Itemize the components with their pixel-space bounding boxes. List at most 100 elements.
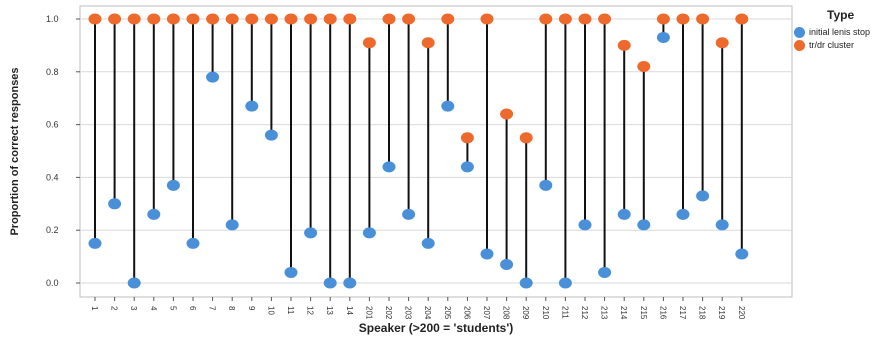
point-tr-dr-cluster	[480, 13, 494, 25]
point-tr-dr-cluster	[441, 13, 455, 25]
x-tick-label: 210	[541, 306, 550, 320]
point-tr-dr-cluster	[519, 132, 533, 144]
point-tr-dr-cluster	[696, 13, 710, 25]
x-tick-label: 217	[678, 306, 687, 320]
x-tick-label: 205	[443, 306, 452, 320]
point-tr-dr-cluster	[735, 13, 749, 25]
x-tick-label: 216	[658, 306, 667, 320]
point-initial-lenis-stop	[558, 277, 572, 289]
point-tr-dr-cluster	[637, 61, 651, 73]
y-tick-label: 0.6	[46, 120, 59, 130]
point-tr-dr-cluster	[578, 13, 592, 25]
point-tr-dr-cluster	[245, 13, 259, 25]
point-tr-dr-cluster	[206, 13, 220, 25]
point-initial-lenis-stop	[598, 266, 612, 278]
point-initial-lenis-stop	[617, 208, 631, 220]
point-tr-dr-cluster	[88, 13, 102, 25]
x-tick-label: 1	[90, 306, 99, 311]
legend-title: Type	[827, 8, 855, 22]
point-tr-dr-cluster	[715, 37, 729, 49]
point-initial-lenis-stop	[460, 161, 474, 173]
point-tr-dr-cluster	[304, 13, 318, 25]
point-tr-dr-cluster	[598, 13, 612, 25]
x-tick-label: 207	[482, 306, 491, 320]
y-tick-label: 0.0	[46, 278, 59, 288]
x-tick-label: 219	[717, 306, 726, 320]
x-tick-label: 220	[737, 306, 746, 320]
point-initial-lenis-stop	[500, 259, 514, 271]
x-tick-label: 5	[168, 306, 177, 311]
x-tick-label: 215	[639, 306, 648, 320]
point-tr-dr-cluster	[539, 13, 553, 25]
x-tick-label: 213	[600, 306, 609, 320]
point-tr-dr-cluster	[186, 13, 200, 25]
point-tr-dr-cluster	[382, 13, 396, 25]
point-tr-dr-cluster	[676, 13, 690, 25]
x-tick-label: 201	[364, 306, 373, 320]
point-tr-dr-cluster	[147, 13, 161, 25]
point-initial-lenis-stop	[362, 227, 376, 239]
x-tick-label: 11	[286, 306, 295, 315]
x-tick-label: 8	[227, 306, 236, 311]
point-tr-dr-cluster	[500, 108, 514, 120]
point-tr-dr-cluster	[460, 132, 474, 144]
y-axis-title: Proportion of correct responses	[9, 67, 21, 235]
point-initial-lenis-stop	[108, 198, 122, 210]
point-initial-lenis-stop	[382, 161, 396, 173]
point-initial-lenis-stop	[421, 237, 435, 249]
x-tick-label: 12	[306, 306, 315, 315]
point-initial-lenis-stop	[578, 219, 592, 231]
point-initial-lenis-stop	[402, 208, 416, 220]
point-tr-dr-cluster	[421, 37, 435, 49]
point-initial-lenis-stop	[127, 277, 141, 289]
legend-swatch-orange	[794, 39, 805, 51]
point-initial-lenis-stop	[264, 129, 278, 141]
point-tr-dr-cluster	[656, 13, 670, 25]
legend-item-initial-lenis-stop: initial lenis stop	[794, 26, 870, 38]
x-tick-label: 209	[521, 306, 530, 320]
x-tick-label: 212	[580, 306, 589, 320]
y-tick-label: 0.2	[46, 225, 59, 235]
x-tick-label: 211	[560, 306, 569, 319]
point-tr-dr-cluster	[323, 13, 337, 25]
point-tr-dr-cluster	[166, 13, 180, 25]
point-initial-lenis-stop	[539, 179, 553, 191]
x-tick-label: 6	[188, 306, 197, 311]
point-tr-dr-cluster	[362, 37, 376, 49]
legend-label: initial lenis stop	[809, 27, 871, 37]
legend-swatch-blue	[794, 26, 805, 38]
x-tick-label: 4	[149, 306, 158, 311]
point-initial-lenis-stop	[715, 219, 729, 231]
x-tick-label: 202	[384, 306, 393, 320]
point-initial-lenis-stop	[225, 219, 239, 231]
y-tick-label: 1.0	[46, 14, 59, 24]
point-initial-lenis-stop	[245, 100, 259, 112]
point-tr-dr-cluster	[127, 13, 141, 25]
x-tick-label: 7	[208, 306, 217, 311]
x-tick-label: 3	[129, 306, 138, 311]
y-tick-label: 0.4	[46, 172, 59, 182]
point-tr-dr-cluster	[558, 13, 572, 25]
x-tick-label: 204	[423, 306, 432, 320]
x-tick-label: 218	[698, 306, 707, 320]
point-initial-lenis-stop	[519, 277, 533, 289]
point-tr-dr-cluster	[225, 13, 239, 25]
point-initial-lenis-stop	[304, 227, 318, 239]
x-tick-label: 2	[110, 306, 119, 311]
point-initial-lenis-stop	[676, 208, 690, 220]
point-initial-lenis-stop	[696, 190, 710, 202]
point-tr-dr-cluster	[108, 13, 122, 25]
point-initial-lenis-stop	[186, 237, 200, 249]
plot-frame	[79, 5, 793, 298]
point-initial-lenis-stop	[284, 266, 298, 278]
point-tr-dr-cluster	[343, 13, 357, 25]
legend-label: tr/dr cluster	[809, 40, 855, 50]
x-tick-label: 13	[325, 306, 334, 315]
x-tick-label: 208	[502, 306, 511, 320]
point-initial-lenis-stop	[206, 71, 220, 83]
x-tick-label: 10	[266, 306, 275, 315]
point-initial-lenis-stop	[166, 179, 180, 191]
x-tick-label: 206	[462, 306, 471, 320]
